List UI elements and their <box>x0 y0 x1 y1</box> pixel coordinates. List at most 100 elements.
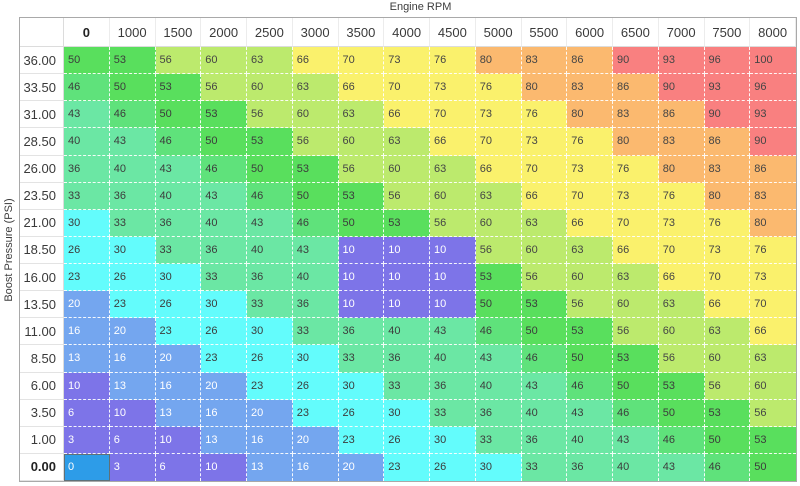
table-cell-23.50-2000[interactable]: 43 <box>201 182 247 210</box>
table-cell-23.50-6000[interactable]: 70 <box>567 182 613 210</box>
table-cell-3.50-0[interactable]: 6 <box>64 399 110 427</box>
table-cell-31.00-6500[interactable]: 83 <box>613 101 659 129</box>
table-cell-26.00-3000[interactable]: 53 <box>292 155 339 183</box>
table-cell-8.50-2500[interactable]: 26 <box>247 345 293 373</box>
table-cell-1.00-8000[interactable]: 53 <box>750 426 796 454</box>
table-cell-11.00-6000[interactable]: 53 <box>567 318 613 346</box>
table-cell-1.00-1000[interactable]: 6 <box>109 426 156 454</box>
table-cell-33.50-5000[interactable]: 76 <box>475 74 522 102</box>
table-cell-6.00-1000[interactable]: 13 <box>109 372 156 400</box>
table-cell-16.00-7000[interactable]: 66 <box>658 264 705 292</box>
table-cell-18.50-1500[interactable]: 33 <box>155 236 202 264</box>
table-cell-31.00-2000[interactable]: 53 <box>201 101 247 129</box>
table-cell-28.50-2000[interactable]: 50 <box>201 128 247 156</box>
table-cell-3.50-2500[interactable]: 20 <box>247 399 293 427</box>
table-cell-36.00-6500[interactable]: 90 <box>613 47 659 75</box>
table-cell-0.00-5000[interactable]: 30 <box>475 453 522 481</box>
table-cell-3.50-6000[interactable]: 43 <box>567 399 613 427</box>
table-cell-18.50-2500[interactable]: 40 <box>247 236 293 264</box>
table-cell-0.00-2000[interactable]: 10 <box>201 453 247 481</box>
table-cell-28.50-7500[interactable]: 86 <box>704 128 751 156</box>
table-cell-1.00-5500[interactable]: 36 <box>521 426 568 454</box>
table-cell-18.50-8000[interactable]: 76 <box>750 236 796 264</box>
table-cell-26.00-1500[interactable]: 43 <box>155 155 202 183</box>
table-cell-8.50-7000[interactable]: 56 <box>658 345 705 373</box>
table-cell-26.00-7500[interactable]: 83 <box>704 155 751 183</box>
table-cell-36.00-1500[interactable]: 56 <box>155 47 202 75</box>
col-header-0[interactable]: 0 <box>64 18 110 47</box>
table-cell-26.00-6000[interactable]: 73 <box>567 155 613 183</box>
table-cell-6.00-4000[interactable]: 33 <box>384 372 430 400</box>
table-cell-31.00-7500[interactable]: 90 <box>704 101 751 129</box>
table-cell-1.00-7500[interactable]: 50 <box>704 426 751 454</box>
table-cell-31.00-8000[interactable]: 93 <box>750 101 796 129</box>
table-cell-31.00-5000[interactable]: 73 <box>475 101 522 129</box>
table-cell-11.00-2500[interactable]: 30 <box>247 318 293 346</box>
table-cell-28.50-8000[interactable]: 90 <box>750 128 796 156</box>
table-cell-23.50-6500[interactable]: 73 <box>613 182 659 210</box>
table-cell-8.50-5500[interactable]: 46 <box>521 345 568 373</box>
table-cell-0.00-7500[interactable]: 46 <box>704 453 751 481</box>
table-cell-16.00-4000[interactable]: 10 <box>384 264 430 292</box>
table-cell-28.50-4500[interactable]: 66 <box>430 128 476 156</box>
table-cell-11.00-4500[interactable]: 43 <box>430 318 476 346</box>
table-cell-11.00-8000[interactable]: 66 <box>750 318 796 346</box>
table-cell-8.50-5000[interactable]: 43 <box>475 345 522 373</box>
table-cell-1.00-3000[interactable]: 20 <box>292 426 339 454</box>
table-cell-28.50-1500[interactable]: 46 <box>155 128 202 156</box>
table-cell-21.00-5500[interactable]: 63 <box>521 209 568 237</box>
table-cell-21.00-2000[interactable]: 40 <box>201 209 247 237</box>
table-cell-18.50-5500[interactable]: 60 <box>521 236 568 264</box>
table-cell-21.00-4000[interactable]: 53 <box>384 209 430 237</box>
table-cell-11.00-4000[interactable]: 40 <box>384 318 430 346</box>
table-cell-13.50-8000[interactable]: 70 <box>750 291 796 319</box>
table-cell-36.00-1000[interactable]: 53 <box>109 47 156 75</box>
table-cell-18.50-5000[interactable]: 56 <box>475 236 522 264</box>
table-cell-13.50-5000[interactable]: 50 <box>475 291 522 319</box>
col-header-4500[interactable]: 4500 <box>430 18 476 47</box>
table-cell-33.50-1000[interactable]: 50 <box>109 74 156 102</box>
table-cell-1.00-7000[interactable]: 46 <box>658 426 705 454</box>
table-cell-21.00-1500[interactable]: 36 <box>155 209 202 237</box>
table-cell-0.00-3500[interactable]: 20 <box>338 453 385 481</box>
table-cell-23.50-3000[interactable]: 50 <box>292 182 339 210</box>
row-header-21.00[interactable]: 21.00 <box>20 209 64 237</box>
table-cell-6.00-4500[interactable]: 36 <box>430 372 476 400</box>
table-cell-13.50-1500[interactable]: 26 <box>155 291 202 319</box>
table-cell-16.00-3500[interactable]: 10 <box>338 264 385 292</box>
table-cell-23.50-1500[interactable]: 40 <box>155 182 202 210</box>
table-cell-21.00-1000[interactable]: 33 <box>109 209 156 237</box>
table-cell-13.50-3500[interactable]: 10 <box>338 291 385 319</box>
table-cell-21.00-7000[interactable]: 73 <box>658 209 705 237</box>
table-cell-16.00-3000[interactable]: 40 <box>292 264 339 292</box>
table-cell-28.50-4000[interactable]: 63 <box>384 128 430 156</box>
table-cell-6.00-7000[interactable]: 53 <box>658 372 705 400</box>
table-cell-16.00-2000[interactable]: 33 <box>201 264 247 292</box>
table-cell-0.00-2500[interactable]: 13 <box>247 453 293 481</box>
table-cell-16.00-4500[interactable]: 10 <box>430 264 476 292</box>
table-cell-18.50-3000[interactable]: 43 <box>292 236 339 264</box>
table-cell-3.50-5000[interactable]: 36 <box>475 399 522 427</box>
table-cell-23.50-0[interactable]: 33 <box>64 182 110 210</box>
table-cell-11.00-3000[interactable]: 33 <box>292 318 339 346</box>
table-cell-0.00-4500[interactable]: 26 <box>430 453 476 481</box>
row-header-6.00[interactable]: 6.00 <box>20 372 64 400</box>
table-cell-1.00-1500[interactable]: 10 <box>155 426 202 454</box>
row-header-18.50[interactable]: 18.50 <box>20 236 64 264</box>
table-cell-21.00-3000[interactable]: 46 <box>292 209 339 237</box>
table-cell-8.50-4500[interactable]: 40 <box>430 345 476 373</box>
table-cell-23.50-4000[interactable]: 56 <box>384 182 430 210</box>
row-header-16.00[interactable]: 16.00 <box>20 264 64 292</box>
table-cell-36.00-0[interactable]: 50 <box>64 47 110 75</box>
table-cell-6.00-3000[interactable]: 26 <box>292 372 339 400</box>
table-cell-33.50-3500[interactable]: 66 <box>338 74 385 102</box>
table-cell-18.50-1000[interactable]: 30 <box>109 236 156 264</box>
table-cell-0.00-1000[interactable]: 3 <box>109 453 156 481</box>
table-cell-23.50-4500[interactable]: 60 <box>430 182 476 210</box>
table-cell-0.00-8000[interactable]: 50 <box>750 453 796 481</box>
table-cell-3.50-1000[interactable]: 10 <box>109 399 156 427</box>
table-cell-21.00-8000[interactable]: 80 <box>750 209 796 237</box>
table-cell-28.50-0[interactable]: 40 <box>64 128 110 156</box>
table-cell-36.00-3000[interactable]: 66 <box>292 47 339 75</box>
table-cell-3.50-6500[interactable]: 46 <box>613 399 659 427</box>
